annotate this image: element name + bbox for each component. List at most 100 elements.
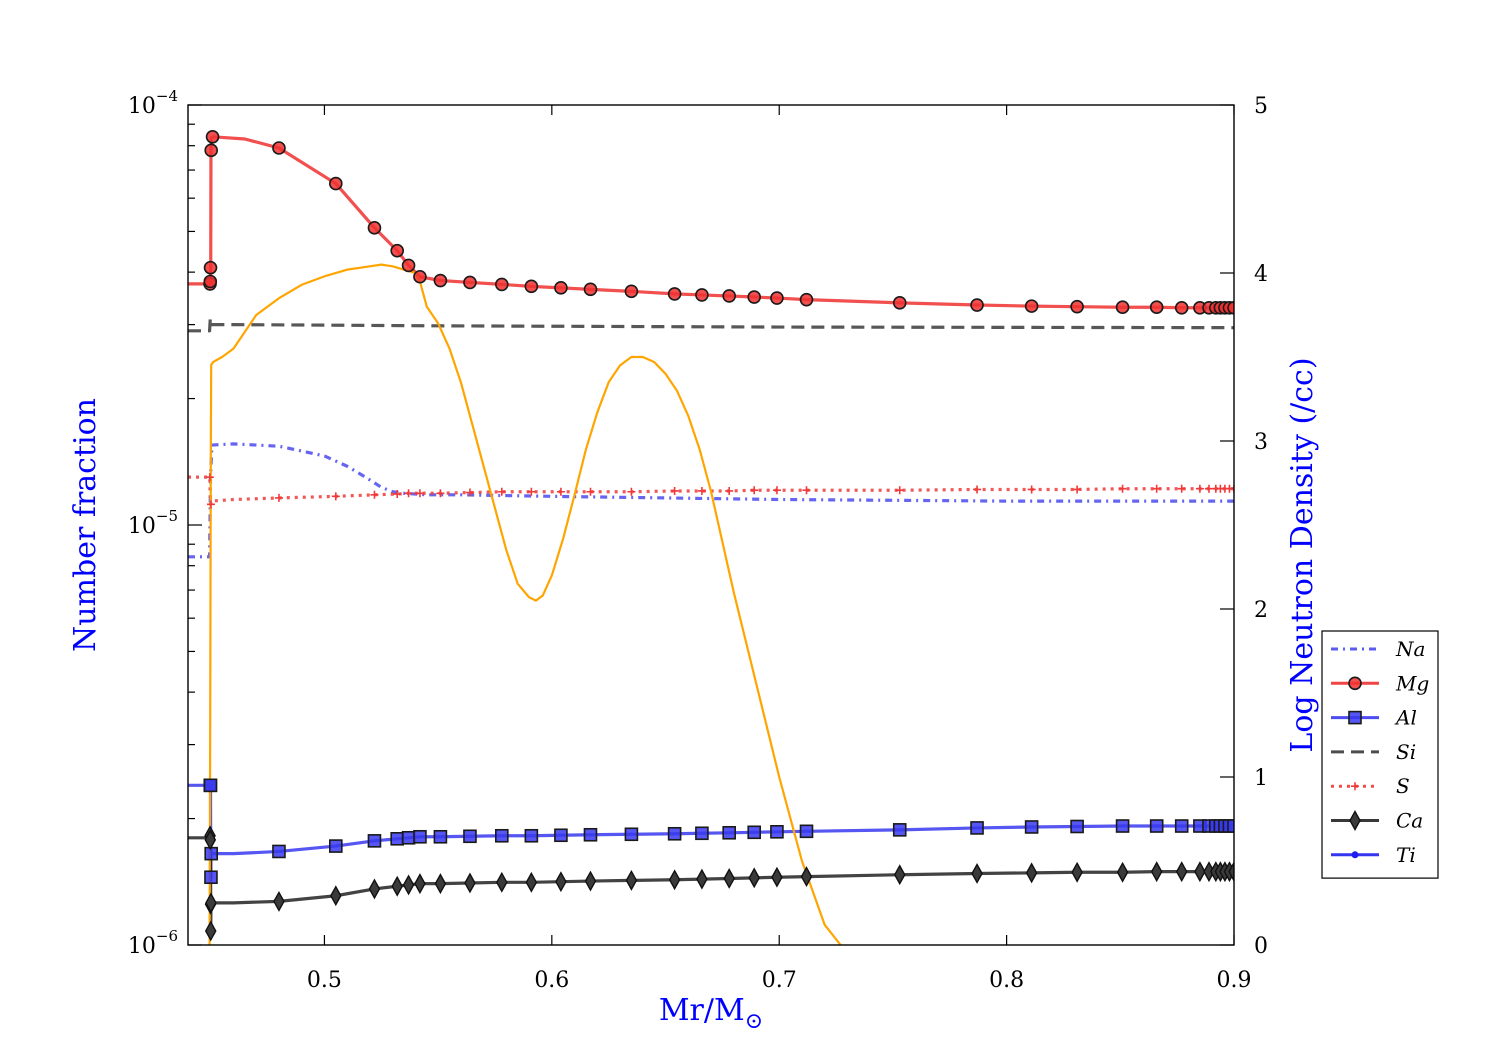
series-line-na — [188, 442, 1234, 559]
marker-al — [1174, 819, 1189, 833]
marker-al — [367, 834, 382, 848]
y2-tick-label: 5 — [1254, 94, 1268, 119]
marker-s — [556, 487, 565, 496]
marker-al — [1070, 819, 1084, 834]
y-tick-label: 10−4 — [128, 87, 178, 119]
marker-al — [667, 826, 682, 841]
marker-s — [393, 490, 402, 499]
marker-mg — [583, 282, 598, 297]
marker-mg — [203, 260, 218, 275]
marker-al — [747, 825, 762, 840]
neutron-density-line — [208, 263, 842, 945]
marker-mg — [695, 288, 709, 302]
marker-mg — [494, 277, 509, 292]
marker-mg — [1115, 300, 1130, 315]
y-axis-title: Number fraction — [68, 398, 103, 652]
x-axis-title: Mr/M⊙ — [659, 993, 763, 1034]
x-axis-title-subscript: ⊙ — [745, 1009, 763, 1034]
marker-mg — [554, 281, 568, 295]
marker-ca — [696, 868, 708, 890]
marker-mg — [624, 284, 639, 299]
marker-ca — [1071, 861, 1083, 883]
y2-tick-label: 1 — [1254, 766, 1268, 791]
y-tick-exponent: −5 — [156, 507, 178, 525]
legend-label: Al — [1394, 706, 1417, 730]
marker-mg — [799, 292, 814, 307]
marker-s — [497, 487, 506, 496]
marker-al — [463, 829, 477, 844]
legend-entry-si: Si — [1331, 740, 1416, 764]
marker-mg — [1227, 300, 1234, 315]
marker-mg — [892, 296, 907, 310]
x-tick-label: 0.9 — [1217, 968, 1252, 993]
marker-mg — [401, 258, 416, 273]
x-tick-label: 0.8 — [989, 968, 1024, 993]
legend: Na Mg Al Si S Ca Ti — [1321, 630, 1439, 879]
marker-al — [554, 828, 568, 843]
y-tick-label: 10−6 — [128, 927, 178, 959]
marker-mg — [329, 176, 343, 191]
marker-al — [624, 827, 639, 842]
marker-ca — [414, 873, 426, 895]
y2-axis-title: Log Neutron Density (/cc) — [1285, 357, 1320, 752]
legend-label: Na — [1395, 637, 1425, 661]
marker-al — [413, 829, 427, 844]
legend-marker — [1351, 851, 1359, 859]
y2-tick-label: 3 — [1254, 430, 1268, 455]
marker-ca — [464, 872, 476, 894]
legend-marker — [1349, 810, 1361, 831]
marker-al — [401, 830, 416, 845]
marker-s — [895, 486, 904, 495]
y-tick-base: 10 — [128, 934, 156, 959]
marker-ca — [1175, 861, 1188, 883]
marker-ca — [204, 920, 217, 942]
marker-ca — [748, 867, 761, 889]
marker-ca — [1228, 861, 1234, 883]
marker-al — [272, 844, 286, 859]
marker-al — [892, 823, 907, 837]
marker-ca — [434, 873, 447, 895]
marker-ca — [893, 864, 906, 886]
marker-s — [802, 486, 811, 495]
legend-marker — [1348, 710, 1362, 725]
marker-al — [970, 821, 984, 835]
marker-layer — [203, 130, 1234, 942]
marker-ca — [273, 890, 285, 912]
marker-mg — [524, 279, 539, 294]
marker-s — [670, 486, 679, 495]
legend-entry-s: S — [1331, 774, 1410, 798]
marker-al — [524, 828, 539, 843]
marker-s — [1230, 484, 1234, 493]
marker-mg — [413, 269, 427, 284]
legend-entry-ca: Ca — [1331, 809, 1423, 833]
x-axis-title-main: Mr/M — [659, 993, 745, 1028]
marker-al — [583, 827, 598, 842]
legend-entry-mg: Mg — [1331, 671, 1429, 695]
marker-mg — [390, 243, 405, 258]
marker-mg — [433, 273, 448, 288]
marker-al — [203, 778, 218, 793]
marker-al — [204, 846, 218, 861]
marker-s — [973, 485, 982, 494]
marker-ca — [495, 871, 508, 893]
marker-ca — [555, 871, 567, 893]
legend-label: Mg — [1395, 671, 1429, 695]
marker-ca — [391, 875, 404, 897]
y-tick-label: 10−5 — [128, 507, 178, 539]
marker-ca — [771, 866, 783, 888]
marker-mg — [463, 275, 477, 290]
marker-ca — [1025, 862, 1038, 884]
marker-s — [1195, 484, 1204, 493]
marker-al — [433, 829, 448, 844]
marker-mg — [1174, 300, 1189, 315]
marker-al — [329, 839, 343, 853]
y-tick-exponent: −4 — [156, 87, 178, 105]
x-tick-label: 0.6 — [534, 968, 569, 993]
marker-al — [722, 825, 736, 840]
marker-al — [799, 824, 814, 839]
x-tick-label: 0.5 — [307, 968, 342, 993]
marker-ca — [368, 878, 381, 900]
marker-mg — [770, 291, 784, 305]
